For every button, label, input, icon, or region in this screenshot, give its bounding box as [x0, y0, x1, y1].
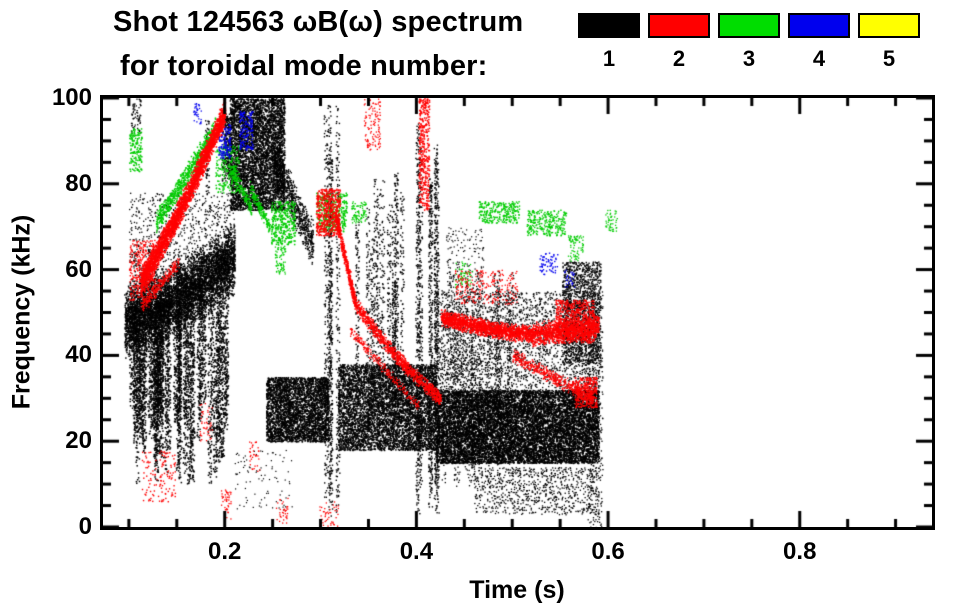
x-tick-label-0.2: 0.2: [208, 538, 242, 565]
x-axis-title: Time (s): [469, 576, 565, 604]
legend-item-mode-5: 5: [858, 13, 920, 72]
chart-title-line1: Shot 124563 ωB(ω) spectrum: [113, 6, 524, 38]
y-tick-label-40: 40: [65, 341, 92, 369]
legend-swatch-mode-2: [648, 13, 710, 38]
spectrogram-canvas: [103, 98, 932, 527]
legend-item-mode-1: 1: [578, 13, 640, 72]
mode-number-legend: 1 2 3 4 5: [578, 13, 920, 72]
legend-label-mode-1: 1: [602, 46, 616, 71]
legend-item-mode-3: 3: [718, 13, 780, 72]
y-tick-label-20: 20: [65, 427, 92, 455]
y-tick-label-60: 60: [65, 255, 92, 283]
plot-frame: [100, 95, 935, 530]
legend-label-mode-2: 2: [672, 46, 686, 71]
x-tick-label-0.6: 0.6: [591, 538, 625, 565]
legend-item-mode-4: 4: [788, 13, 850, 72]
legend-swatch-mode-1: [578, 13, 640, 38]
legend-swatch-mode-4: [788, 13, 850, 38]
legend-item-mode-2: 2: [648, 13, 710, 72]
y-axis-title: Frequency (kHz): [7, 214, 36, 410]
y-tick-label-80: 80: [65, 169, 92, 197]
y-tick-label-100: 100: [51, 84, 92, 111]
legend-swatch-mode-3: [718, 13, 780, 38]
x-tick-label-0.8: 0.8: [783, 538, 817, 565]
legend-label-mode-5: 5: [882, 46, 896, 71]
y-tick-label-0: 0: [78, 513, 92, 540]
chart-title-line2: for toroidal mode number:: [120, 50, 488, 82]
x-tick-label-0.4: 0.4: [399, 538, 434, 565]
legend-label-mode-3: 3: [742, 46, 756, 71]
legend-label-mode-4: 4: [812, 46, 826, 71]
legend-swatch-mode-5: [858, 13, 920, 38]
